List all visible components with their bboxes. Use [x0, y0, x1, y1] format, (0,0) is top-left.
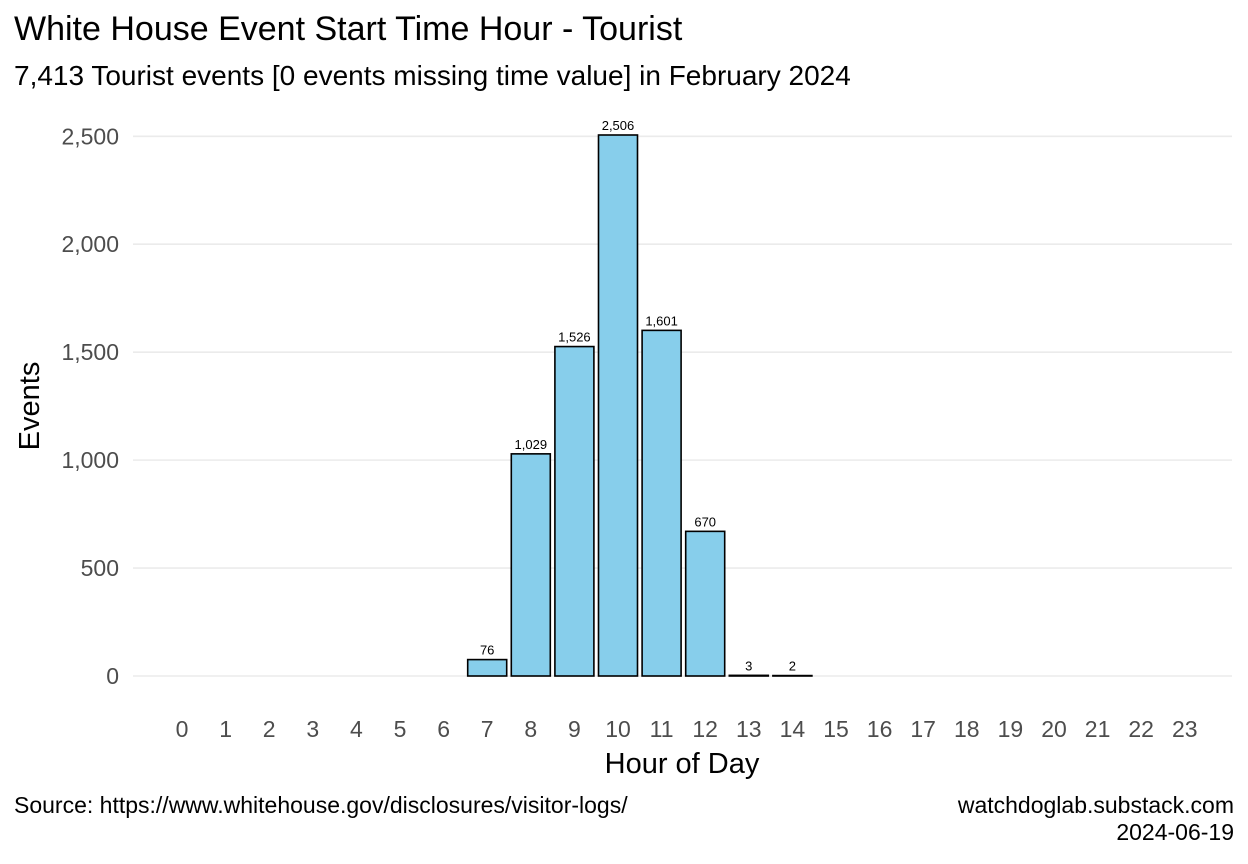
- data-label-hour-14: 2: [789, 659, 796, 674]
- data-label-hour-7: 76: [480, 643, 494, 658]
- grid-lines: [133, 135, 1232, 677]
- y-tick-label: 0: [106, 663, 119, 689]
- data-label-hour-10: 2,506: [602, 118, 635, 133]
- chart-subtitle: 7,413 Tourist events [0 events missing t…: [14, 60, 851, 91]
- x-tick-label: 6: [437, 716, 450, 742]
- bar-hour-8: [510, 453, 552, 677]
- data-label-hour-12: 670: [694, 514, 716, 529]
- x-tick-label: 10: [605, 716, 631, 742]
- bar-hour-10: [597, 134, 639, 677]
- x-tick-label: 8: [524, 716, 537, 742]
- y-axis-title: Events: [14, 362, 46, 451]
- x-tick-label: 7: [481, 716, 494, 742]
- x-tick-label: 22: [1128, 716, 1154, 742]
- y-tick-label: 1,500: [61, 339, 119, 365]
- x-tick-label: 1: [219, 716, 232, 742]
- y-tick-label: 2,500: [61, 123, 119, 149]
- x-tick-label: 0: [176, 716, 189, 742]
- site-credit: watchdoglab.substack.com: [957, 792, 1234, 818]
- x-tick-label: 19: [998, 716, 1024, 742]
- data-label-hour-8: 1,029: [515, 437, 548, 452]
- x-axis-title: Hour of Day: [605, 748, 760, 780]
- data-label-hour-11: 1,601: [645, 313, 678, 328]
- bars: [466, 134, 813, 677]
- bar-hour-13: [728, 674, 770, 677]
- bar-hour-11: [641, 329, 682, 677]
- x-tick-label: 13: [736, 716, 762, 742]
- x-tick-label: 2: [263, 716, 276, 742]
- x-tick-label: 23: [1172, 716, 1198, 742]
- source-caption: Source: https://www.whitehouse.gov/discl…: [14, 792, 628, 818]
- x-tick-label: 16: [867, 716, 893, 742]
- x-tick-label: 18: [954, 716, 980, 742]
- x-tick-label: 17: [910, 716, 936, 742]
- y-tick-label: 2,000: [61, 231, 119, 257]
- y-tick-label: 500: [81, 555, 119, 581]
- bar-hour-12: [684, 530, 726, 677]
- data-label-hour-9: 1,526: [558, 330, 591, 345]
- x-tick-label: 5: [394, 716, 407, 742]
- x-tick-label: 14: [780, 716, 806, 742]
- data-labels: 76 1,029 1,526 2,506 1,601 670 3 2: [480, 118, 796, 674]
- bar-hour-9: [554, 345, 595, 677]
- x-tick-label: 15: [823, 716, 849, 742]
- x-tick-label: 9: [568, 716, 581, 742]
- x-axis-ticks: 0 1 2 3 4 5 6 7 8 9 10 11 12 13 14 15 16 17 18 19 20 21 22 23: [176, 716, 1198, 742]
- bar-hour-7: [466, 658, 508, 677]
- x-tick-label: 12: [692, 716, 718, 742]
- data-label-hour-13: 3: [745, 658, 752, 673]
- x-tick-label: 4: [350, 716, 363, 742]
- y-tick-label: 1,000: [61, 447, 119, 473]
- x-tick-label: 21: [1085, 716, 1111, 742]
- x-tick-label: 3: [306, 716, 319, 742]
- credit-caption: watchdoglab.substack.com 2024-06-19: [958, 792, 1234, 846]
- x-tick-label: 11: [650, 716, 674, 742]
- chart-title: White House Event Start Time Hour - Tour…: [14, 10, 683, 48]
- x-tick-label: 20: [1041, 716, 1067, 742]
- publish-date: 2024-06-19: [1116, 819, 1234, 845]
- y-axis-ticks: 0 500 1,000 1,500 2,000 2,500: [61, 123, 119, 689]
